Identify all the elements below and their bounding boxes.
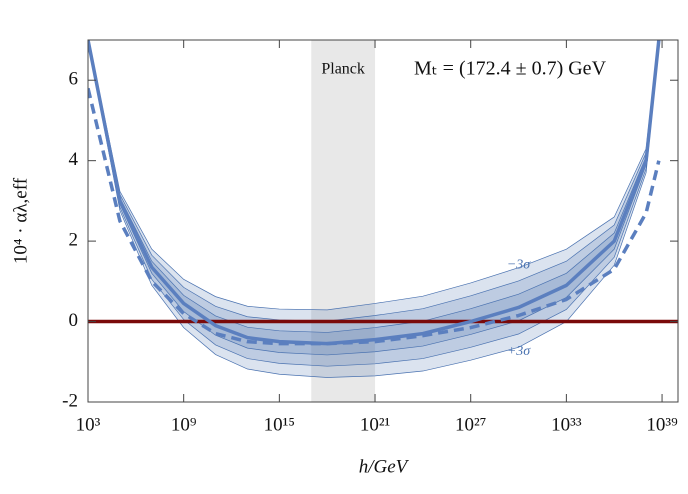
y-tick-label: 2 — [69, 229, 79, 250]
region-label: Planck — [321, 61, 365, 78]
annotation: Mₜ = (172.4 ± 0.7) GeV — [414, 58, 607, 80]
band-label: +3σ — [507, 344, 531, 359]
band-edge — [88, 40, 659, 333]
band-edge — [88, 40, 659, 322]
x-tick-label: 10²¹ — [360, 414, 391, 435]
sigma-band — [88, 40, 659, 367]
x-tick-label: 10³³ — [551, 414, 582, 435]
x-tick-label: 10⁹ — [171, 414, 197, 435]
y-axis-label: 10⁴ · αλ,eff — [10, 177, 31, 264]
frame — [87, 39, 679, 403]
x-tick-label: 10¹⁵ — [264, 414, 295, 435]
sigma-band — [88, 40, 659, 378]
band-edge — [88, 42, 660, 378]
y-tick-label: 6 — [69, 69, 79, 90]
curve — [88, 87, 661, 346]
plot-area — [88, 40, 678, 402]
band-edge — [88, 40, 660, 356]
y-tick-label: 4 — [69, 149, 79, 170]
band-label: −3σ — [507, 257, 531, 272]
y-tick-label: -2 — [62, 390, 78, 411]
x-tick-label: 10³⁹ — [646, 414, 678, 435]
x-tick-label: 10³ — [76, 414, 101, 435]
y-tick-label: 0 — [69, 310, 79, 331]
x-tick-label: 10²⁷ — [455, 414, 486, 435]
band-edge — [88, 40, 659, 311]
x-axis-label: h/GeV — [359, 456, 410, 477]
